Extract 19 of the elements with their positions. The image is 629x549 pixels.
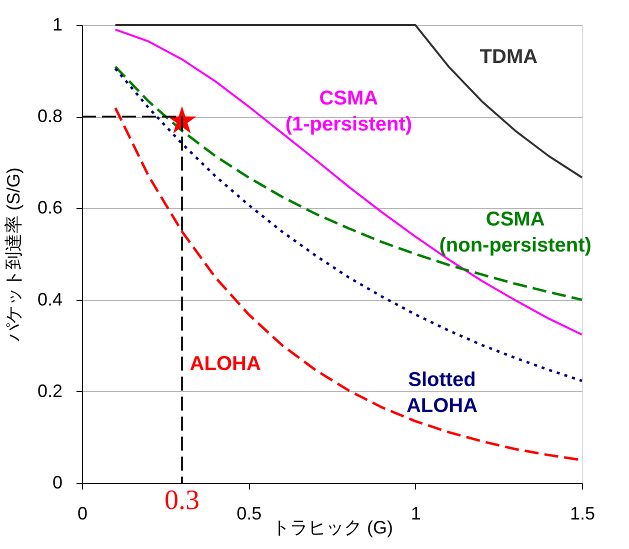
y-tick-label: 0.2 — [37, 380, 62, 401]
series-label: TDMA — [480, 46, 538, 68]
x-tick-label: 0.5 — [236, 504, 262, 524]
line-series — [114, 24, 583, 179]
y-tick-label: 0.6 — [37, 198, 62, 218]
y-tick-label: 0.8 — [37, 106, 62, 126]
text: 0.3 — [164, 485, 200, 516]
series-label: CSMA (non-persistent) — [439, 208, 592, 257]
y-tick-label: 1 — [52, 14, 62, 34]
y-axis-title: パケット到達率 (S/G) — [3, 168, 24, 342]
y-tick-label: 0.4 — [37, 289, 62, 310]
x-tick-label: 0 — [77, 504, 88, 524]
series-label: ALOHA — [190, 352, 261, 375]
series-label: CSMA (1-persistent) — [285, 87, 412, 136]
x-axis-title: トラヒック (G) — [272, 518, 393, 538]
x-tick-label: 1 — [410, 504, 421, 524]
series-label: Slotted ALOHA — [406, 368, 478, 417]
y-tick-label: 0 — [52, 472, 62, 492]
x-tick-label: 1.5 — [570, 504, 596, 524]
